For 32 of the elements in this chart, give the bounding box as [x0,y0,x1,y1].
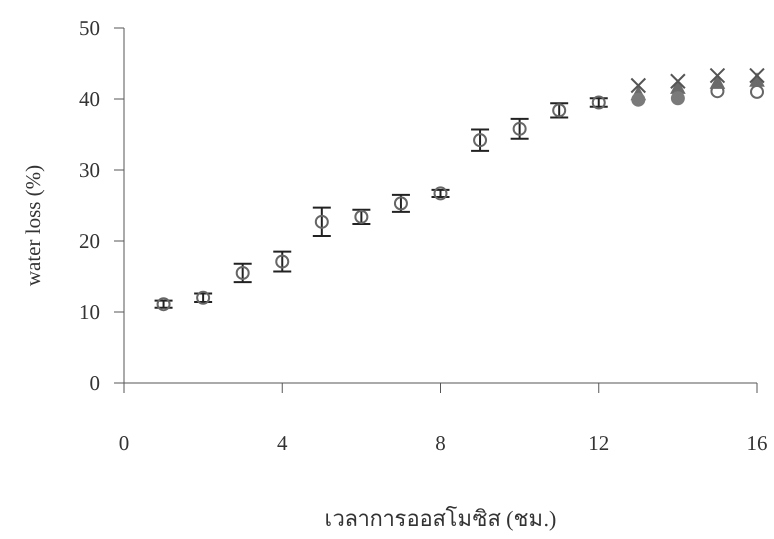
point [394,196,408,210]
y-tick-label: 40 [79,87,100,111]
point [275,254,290,269]
point [750,84,764,99]
point [709,68,726,84]
point [670,73,686,90]
x-tick-label: 16 [746,431,768,455]
point [631,92,646,107]
point [552,103,566,118]
y-tick-label: 0 [90,371,100,395]
x-tick-label: 4 [277,431,288,455]
point [473,133,488,148]
y-tick-label: 20 [79,229,100,253]
point [749,68,765,84]
y-tick-label: 30 [79,158,100,182]
point [236,266,250,280]
x-tick-label: 12 [588,431,610,455]
point [434,186,448,200]
point [156,297,171,312]
x-tick-label: 8 [435,431,446,455]
point [630,78,646,94]
point [354,210,368,224]
point [512,122,527,136]
y-axis-title: water loss (%) [21,164,45,286]
y-tick-label: 50 [79,16,100,40]
point [592,96,606,110]
y-tick-label: 10 [79,300,100,324]
point [314,214,329,229]
point [670,91,685,106]
point [196,290,210,305]
x-tick-label: 0 [118,431,130,455]
x-axis-title: เวลาการออสโมซิส (ชม.) [324,506,556,531]
